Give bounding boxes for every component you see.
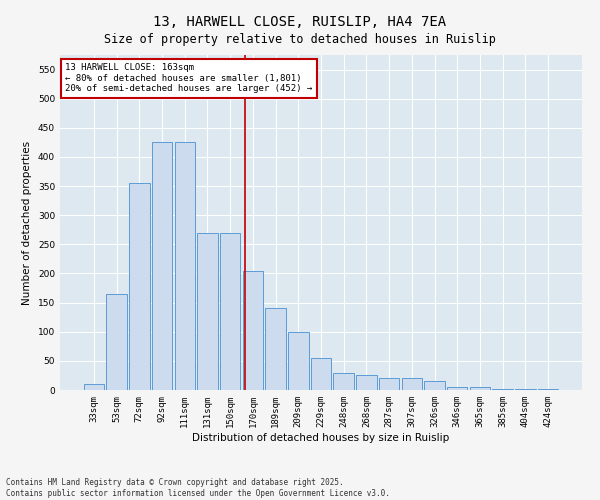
Bar bbox=[493, 389, 513, 390]
Bar bbox=[311, 358, 331, 390]
Bar bbox=[334, 372, 354, 390]
Bar bbox=[401, 378, 422, 390]
Bar bbox=[220, 232, 241, 390]
Bar bbox=[152, 142, 172, 390]
Bar bbox=[447, 387, 467, 390]
Bar bbox=[197, 232, 218, 390]
Bar bbox=[356, 376, 377, 390]
Bar bbox=[106, 294, 127, 390]
Bar bbox=[129, 183, 149, 390]
Text: 13 HARWELL CLOSE: 163sqm
← 80% of detached houses are smaller (1,801)
20% of sem: 13 HARWELL CLOSE: 163sqm ← 80% of detach… bbox=[65, 64, 313, 93]
X-axis label: Distribution of detached houses by size in Ruislip: Distribution of detached houses by size … bbox=[193, 432, 449, 442]
Y-axis label: Number of detached properties: Number of detached properties bbox=[22, 140, 32, 304]
Bar bbox=[242, 270, 263, 390]
Text: 13, HARWELL CLOSE, RUISLIP, HA4 7EA: 13, HARWELL CLOSE, RUISLIP, HA4 7EA bbox=[154, 15, 446, 29]
Bar bbox=[288, 332, 308, 390]
Bar bbox=[175, 142, 195, 390]
Text: Size of property relative to detached houses in Ruislip: Size of property relative to detached ho… bbox=[104, 32, 496, 46]
Bar bbox=[84, 384, 104, 390]
Bar bbox=[265, 308, 286, 390]
Bar bbox=[470, 387, 490, 390]
Bar bbox=[379, 378, 400, 390]
Text: Contains HM Land Registry data © Crown copyright and database right 2025.
Contai: Contains HM Land Registry data © Crown c… bbox=[6, 478, 390, 498]
Bar bbox=[424, 382, 445, 390]
